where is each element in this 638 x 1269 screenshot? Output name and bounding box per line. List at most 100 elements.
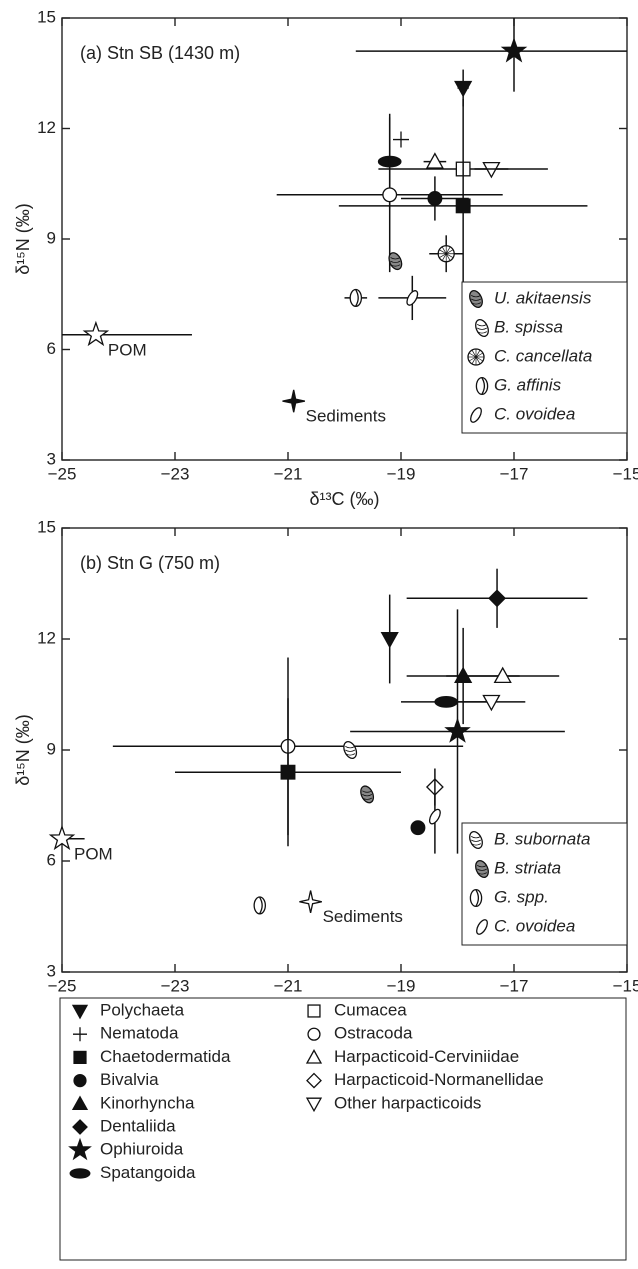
- marker-part: [428, 808, 441, 825]
- marker-part: [476, 868, 488, 871]
- legend-label: Spatangoida: [100, 1163, 196, 1182]
- marker-part: [470, 843, 482, 846]
- y-tick-label: 3: [47, 961, 56, 980]
- marker: [475, 376, 489, 396]
- marker: [467, 348, 485, 366]
- point-label: Sediments: [323, 907, 403, 926]
- marker: [360, 785, 375, 804]
- marker-part: [253, 896, 266, 915]
- marker-part: [82, 320, 110, 347]
- inset-legend-label: B. spissa: [494, 317, 563, 336]
- point-label: POM: [74, 844, 113, 863]
- marker: [437, 245, 455, 263]
- marker-part: [470, 295, 482, 298]
- marker-part: [468, 352, 484, 362]
- marker: [72, 1119, 88, 1135]
- marker: [380, 631, 399, 649]
- marker: [393, 131, 409, 148]
- legend-label: Bivalvia: [100, 1070, 159, 1089]
- marker-part: [345, 746, 356, 749]
- y-tick-label: 6: [47, 850, 56, 869]
- marker-part: [362, 794, 373, 797]
- y-tick-label: 12: [37, 628, 56, 647]
- marker: [455, 198, 471, 214]
- marker: [470, 407, 482, 423]
- marker: [305, 1049, 323, 1064]
- marker-part: [69, 1168, 91, 1179]
- marker-part: [305, 1097, 323, 1113]
- legend-label: Nematoda: [100, 1024, 179, 1043]
- marker-part: [455, 198, 471, 214]
- marker-part: [470, 839, 482, 842]
- inset-legend-label: U. akitaensis: [494, 288, 592, 307]
- marker-part: [345, 753, 356, 756]
- marker: [500, 37, 528, 63]
- marker: [68, 1137, 92, 1161]
- y-tick-label: 9: [47, 228, 56, 247]
- marker-part: [427, 191, 443, 206]
- marker: [454, 80, 473, 98]
- marker-part: [488, 589, 506, 608]
- x-tick-label: −15: [613, 976, 638, 995]
- marker-part: [362, 790, 373, 793]
- marker-part: [380, 631, 399, 649]
- marker-part: [482, 161, 501, 179]
- marker: [253, 896, 266, 915]
- x-axis-label: δ¹³C (‰): [310, 489, 380, 509]
- marker-part: [406, 290, 419, 306]
- marker: [434, 696, 459, 708]
- panel-title: (b) Stn G (750 m): [80, 553, 220, 573]
- marker: [493, 666, 512, 684]
- marker: [488, 589, 506, 608]
- marker-part: [73, 1074, 87, 1088]
- y-tick-label: 9: [47, 739, 56, 758]
- inset-legend-label: C. ovoidea: [494, 916, 575, 935]
- x-tick-label: −17: [500, 464, 529, 483]
- legend-label: Cumacea: [334, 1000, 407, 1019]
- marker-part: [470, 298, 482, 301]
- marker-part: [476, 331, 488, 334]
- marker-part: [470, 302, 482, 305]
- panel-title: (a) Stn SB (1430 m): [80, 43, 240, 63]
- marker: [469, 831, 483, 849]
- marker-part: [444, 717, 471, 743]
- marker-part: [73, 1050, 87, 1064]
- marker-part: [476, 919, 488, 935]
- marker-part: [259, 897, 263, 914]
- inset-legend-box: [461, 281, 628, 434]
- point-label: Sediments: [306, 407, 386, 426]
- inset-legend-label: C. cancellata: [494, 346, 592, 365]
- marker: [349, 288, 363, 307]
- marker-part: [500, 37, 528, 63]
- marker: [343, 741, 358, 759]
- inset-legend-label: B. subornata: [494, 829, 590, 848]
- marker: [469, 290, 483, 308]
- marker: [71, 1095, 89, 1111]
- marker-part: [280, 764, 296, 780]
- marker: [469, 888, 483, 908]
- marker: [482, 161, 501, 179]
- marker-part: [454, 666, 473, 684]
- marker-part: [68, 1137, 92, 1161]
- y-axis-label: δ¹⁵N (‰): [13, 714, 33, 785]
- marker-part: [362, 797, 373, 800]
- marker-part: [434, 696, 459, 708]
- marker-part: [343, 741, 358, 759]
- marker: [427, 191, 443, 206]
- marker: [282, 389, 306, 413]
- marker-part: [390, 260, 401, 263]
- marker: [48, 824, 76, 851]
- marker-part: [425, 152, 445, 169]
- marker: [307, 1027, 321, 1041]
- marker-part: [475, 376, 489, 396]
- marker-part: [306, 1072, 322, 1089]
- marker-part: [305, 1049, 323, 1064]
- marker-part: [73, 1027, 87, 1042]
- marker-part: [355, 289, 359, 307]
- marker-part: [299, 890, 322, 914]
- marker: [475, 860, 489, 878]
- y-axis-label: δ¹⁵N (‰): [13, 203, 33, 274]
- inset-legend-label: G. spp.: [494, 887, 549, 906]
- inset-legend-box: [461, 822, 628, 946]
